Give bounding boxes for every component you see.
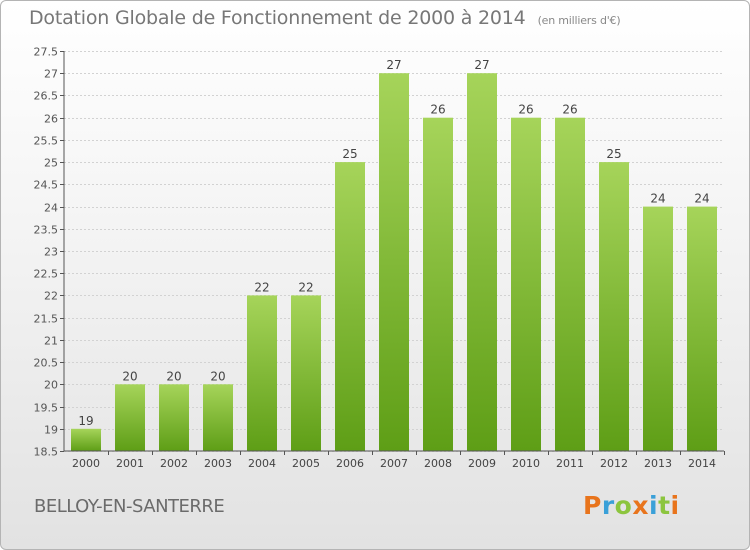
y-tick-label: 22 <box>44 290 58 303</box>
data-label-2011: 26 <box>562 103 577 117</box>
data-label-2007: 27 <box>386 58 401 72</box>
y-tick-label: 24 <box>44 202 58 215</box>
data-label-2000: 19 <box>78 414 93 428</box>
x-tick-label-2003: 2003 <box>204 457 232 470</box>
y-tick-label: 24.5 <box>34 179 59 192</box>
y-axis-ticks: 18.5 19 19.5 20 20.5 21 21.5 22 22.5 23 23.5 24 24.5… <box>34 46 64 459</box>
y-tick-label: 23.5 <box>34 224 59 237</box>
data-label-2014: 24 <box>694 192 709 206</box>
logo-letter: x <box>632 491 649 520</box>
y-tick-label: 27 <box>44 68 58 81</box>
data-label-2002: 20 <box>166 369 181 383</box>
bar-2012 <box>599 162 629 451</box>
data-label-2006: 25 <box>342 147 357 161</box>
x-tick-label-2008: 2008 <box>424 457 452 470</box>
proxiti-logo[interactable]: Proxiti <box>583 491 680 520</box>
y-tick-label: 26 <box>44 113 58 126</box>
x-tick-label-2001: 2001 <box>116 457 144 470</box>
logo-letter: r <box>601 491 615 520</box>
y-tick-label: 18.5 <box>34 446 59 459</box>
y-tick-label: 25.5 <box>34 135 59 148</box>
logo-letter: o <box>614 491 633 520</box>
bar-2002 <box>159 384 189 451</box>
bar-2009 <box>467 73 497 451</box>
logo-letter: t <box>658 491 671 520</box>
bars <box>71 73 717 451</box>
bar-2011 <box>555 117 585 451</box>
data-label-2009: 27 <box>474 58 489 72</box>
data-label-2010: 26 <box>518 103 533 117</box>
data-label-2004: 22 <box>254 280 269 294</box>
y-tick-label: 20.5 <box>34 357 59 370</box>
logo-letter: i <box>649 491 659 520</box>
y-tick-label: 25 <box>44 157 58 170</box>
bar-2007 <box>379 73 409 451</box>
y-tick-label: 21 <box>44 335 58 348</box>
data-labels: 19 20 20 20 22 22 25 27 26 27 26 26 25 24 24 <box>78 58 709 428</box>
bar-2001 <box>115 384 145 451</box>
x-tick-label-2004: 2004 <box>248 457 276 470</box>
y-tick-label: 22.5 <box>34 268 59 281</box>
bar-2004 <box>247 295 277 451</box>
bar-2013 <box>643 206 673 451</box>
bar-2005 <box>291 295 321 451</box>
x-tick-label-2009: 2009 <box>468 457 496 470</box>
x-tick-label-2006: 2006 <box>336 457 364 470</box>
y-tick-label: 19.5 <box>34 402 59 415</box>
chart-title: Dotation Globale de Fonctionnement de 20… <box>29 7 621 29</box>
x-tick-label-2010: 2010 <box>512 457 540 470</box>
y-tick-label: 26.5 <box>34 90 59 103</box>
bar-2006 <box>335 162 365 451</box>
x-tick-label-2011: 2011 <box>556 457 584 470</box>
x-tick-label-2002: 2002 <box>160 457 188 470</box>
x-tick-label-2013: 2013 <box>644 457 672 470</box>
data-label-2001: 20 <box>122 369 137 383</box>
y-tick-label: 20 <box>44 379 58 392</box>
x-tick-label-2000: 2000 <box>72 457 100 470</box>
x-tick-label-2007: 2007 <box>380 457 408 470</box>
x-tick-label-2012: 2012 <box>600 457 628 470</box>
bar-2010 <box>511 117 541 451</box>
chart-subtitle: (en milliers d'€) <box>537 14 621 27</box>
y-tick-label: 21.5 <box>34 313 59 326</box>
chart-title-text: Dotation Globale de Fonctionnement de 20… <box>29 7 526 29</box>
bar-2008 <box>423 117 453 451</box>
data-label-2013: 24 <box>650 192 665 206</box>
data-label-2012: 25 <box>606 147 621 161</box>
data-label-2005: 22 <box>298 280 313 294</box>
bar-2014 <box>687 206 717 451</box>
y-tick-label: 27.5 <box>34 46 59 59</box>
bar-2003 <box>203 384 233 451</box>
x-tick-label-2014: 2014 <box>688 457 716 470</box>
logo-letter: P <box>583 491 602 520</box>
x-tick-label-2005: 2005 <box>292 457 320 470</box>
bar-2000 <box>71 428 101 451</box>
data-label-2003: 20 <box>210 369 225 383</box>
x-axis-ticks: 2000 2001 2002 2003 2004 2005 2006 2007 2008 2009… <box>72 451 725 470</box>
y-tick-label: 23 <box>44 246 58 259</box>
data-label-2008: 26 <box>430 103 445 117</box>
y-tick-label: 19 <box>44 424 58 437</box>
commune-name: BELLOY-EN-SANTERRE <box>34 496 225 517</box>
logo-letter: i <box>670 491 680 520</box>
